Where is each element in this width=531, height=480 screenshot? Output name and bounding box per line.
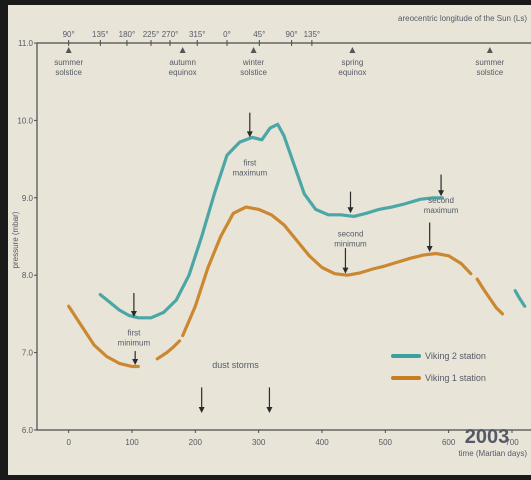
legend-label-2: Viking 1 station <box>425 373 486 383</box>
season-label-2-line2: solstice <box>240 68 267 77</box>
season-marker-0 <box>65 47 72 53</box>
series-2-segment-3 <box>181 205 473 338</box>
x-tick-label-400: 400 <box>315 438 329 447</box>
x-tick-label-200: 200 <box>189 438 203 447</box>
y-tick-label-8.0: 8.0 <box>22 271 34 280</box>
top-tick-label-0: 90° <box>63 30 75 39</box>
top-axis-title: areocentric longitude of the Sun (Ls) <box>398 14 527 23</box>
series-2-segment-1 <box>67 304 140 369</box>
top-tick-label-4: 270° <box>162 30 179 39</box>
first-minimum-label-line2: minimum <box>118 339 151 348</box>
x-tick-label-700: 700 <box>505 438 519 447</box>
season-label-0-line1: summer <box>54 58 83 67</box>
season-label-3-line2: equinox <box>338 68 366 77</box>
x-tick-label-300: 300 <box>252 438 266 447</box>
season-label-1-line2: equinox <box>169 68 197 77</box>
season-marker-4 <box>486 47 493 53</box>
top-tick-label-1: 135° <box>92 30 109 39</box>
season-label-0-line2: solstice <box>55 68 82 77</box>
date-stamp: 2003 <box>465 426 510 448</box>
second-minimum-label-line1: second <box>338 230 364 239</box>
season-label-3-line1: spring <box>342 58 364 67</box>
dust-storms-label: dust storms <box>212 360 259 370</box>
season-label-2-line1: winter <box>242 58 265 67</box>
first-maximum-arrow-head <box>246 131 253 138</box>
top-tick-label-2: 180° <box>119 30 136 39</box>
top-tick-label-5: 315° <box>189 30 206 39</box>
extra-arrow-2-head <box>342 267 349 274</box>
top-tick-label-3: 225° <box>143 30 160 39</box>
series-1-segment-2 <box>513 289 527 308</box>
x-axis-title: time (Martian days) <box>459 449 528 458</box>
y-tick-label-9.0: 9.0 <box>22 194 34 203</box>
y-axis-title: pressure (mbar) <box>11 211 20 268</box>
top-tick-label-9: 135° <box>304 30 321 39</box>
season-label-4-line1: summer <box>475 58 504 67</box>
series-2-segment-2 <box>155 339 182 361</box>
second-maximum-label-line2: maximum <box>424 206 459 215</box>
x-tick-label-100: 100 <box>125 438 139 447</box>
y-tick-label-11.0: 11.0 <box>18 39 34 48</box>
first-maximum-label-line2: maximum <box>232 168 267 177</box>
second-minimum-arrow-head <box>347 207 354 214</box>
season-marker-1 <box>179 47 186 53</box>
season-label-4-line2: solstice <box>476 68 503 77</box>
dust-storm-arrow-1-head <box>198 406 205 413</box>
series-2-segment-4 <box>475 277 505 316</box>
top-tick-label-7: 45° <box>253 30 265 39</box>
first-minimum-arrow-head <box>130 310 137 317</box>
x-tick-label-0: 0 <box>66 438 71 447</box>
x-tick-label-500: 500 <box>379 438 393 447</box>
season-marker-2 <box>250 47 257 53</box>
season-marker-3 <box>349 47 356 53</box>
y-tick-label-7.0: 7.0 <box>22 349 34 358</box>
second-minimum-label-line2: minimum <box>334 240 367 249</box>
top-tick-label-8: 90° <box>286 30 298 39</box>
dust-storm-arrow-2-head <box>266 406 273 413</box>
first-minimum-label-line1: first <box>127 329 141 338</box>
y-tick-label-6.0: 6.0 <box>22 426 34 435</box>
x-tick-label-600: 600 <box>442 438 456 447</box>
extra-arrow-1-head <box>132 358 139 365</box>
season-label-1-line1: autumn <box>169 58 196 67</box>
legend-label-1: Viking 2 station <box>425 351 486 361</box>
extra-arrow-3-head <box>426 245 433 252</box>
second-maximum-arrow-head <box>438 190 445 197</box>
top-tick-label-6: 0° <box>223 30 231 39</box>
y-tick-label-10.0: 10.0 <box>17 116 33 125</box>
first-maximum-label-line1: first <box>243 158 257 167</box>
series-1-segment-1 <box>98 122 444 320</box>
second-maximum-label-line1: second <box>428 196 454 205</box>
